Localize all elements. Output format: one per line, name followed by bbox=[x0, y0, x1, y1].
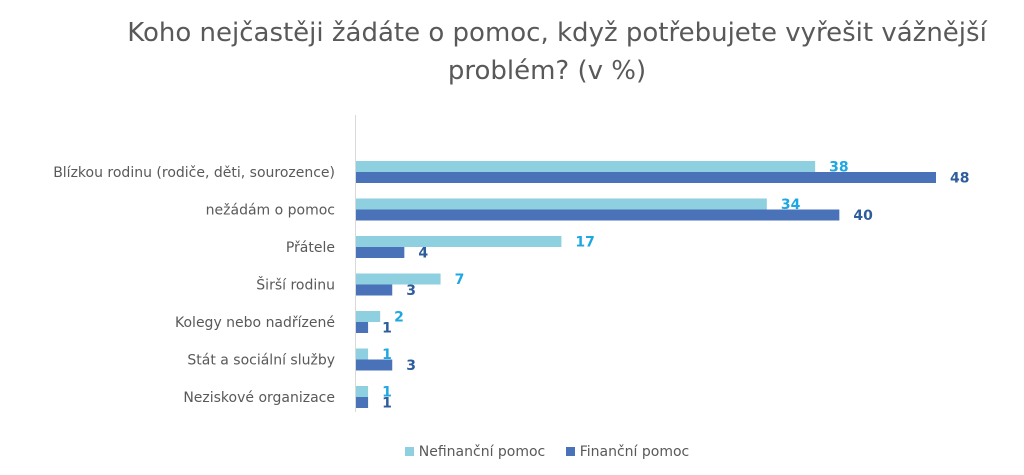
bar-financni bbox=[356, 284, 393, 296]
data-label-financni: 40 bbox=[853, 208, 873, 224]
bar-financni bbox=[356, 359, 393, 371]
bar-nefinancni bbox=[356, 236, 562, 247]
category-label: Širší rodinu bbox=[256, 276, 335, 294]
data-label-nefinancni: 1 bbox=[382, 385, 392, 401]
data-label-nefinancni: 2 bbox=[394, 310, 404, 326]
bar-nefinancni bbox=[356, 386, 369, 397]
bars bbox=[356, 161, 936, 408]
data-label-financni: 3 bbox=[406, 283, 416, 299]
legend-item-nefinancni: Nefinanční pomoc bbox=[404, 444, 546, 460]
data-label-nefinancni: 1 bbox=[382, 347, 392, 363]
chart-title: Koho nejčastěji žádáte o pomoc, když pot… bbox=[0, 14, 1024, 90]
category-label: Kolegy nebo nadřízené bbox=[175, 315, 335, 331]
data-label-nefinancni: 34 bbox=[781, 197, 801, 213]
data-label-financni: 3 bbox=[406, 358, 416, 374]
bar-financni bbox=[356, 397, 369, 408]
legend-swatch-financni bbox=[565, 447, 575, 456]
bar-nefinancni bbox=[356, 198, 767, 210]
bar-financni bbox=[356, 209, 840, 221]
chart-title-line-1: Koho nejčastěji žádáte o pomoc, když pot… bbox=[127, 18, 987, 48]
data-label-financni: 4 bbox=[418, 246, 428, 262]
bar-financni bbox=[356, 322, 369, 333]
legend-label-nefinancni: Nefinanční pomoc bbox=[418, 444, 546, 460]
bar-nefinancni bbox=[356, 161, 816, 172]
category-labels: Blízkou rodinu (rodiče, děti, sourozence… bbox=[53, 165, 335, 406]
bar-financni bbox=[356, 247, 405, 258]
bar-nefinancni bbox=[356, 348, 369, 360]
category-label: Přátele bbox=[286, 240, 335, 256]
data-label-nefinancni: 17 bbox=[575, 235, 594, 251]
bar-financni bbox=[356, 172, 936, 183]
category-label: nežádám o pomoc bbox=[206, 203, 335, 219]
data-label-nefinancni: 38 bbox=[829, 160, 848, 176]
chart-title-line-2: problém? (v %) bbox=[447, 56, 647, 86]
legend-item-financni: Finanční pomoc bbox=[565, 444, 690, 460]
bar-nefinancni bbox=[356, 311, 381, 322]
data-label-financni: 1 bbox=[382, 396, 392, 412]
category-label: Blízkou rodinu (rodiče, děti, sourozence… bbox=[53, 165, 335, 181]
category-label: Stát a sociální služby bbox=[187, 353, 335, 369]
data-label-nefinancni: 7 bbox=[455, 272, 465, 288]
bar-nefinancni bbox=[356, 273, 441, 285]
data-label-financni: 48 bbox=[950, 171, 969, 187]
legend-swatch-nefinancni bbox=[404, 447, 414, 456]
category-label: Neziskové organizace bbox=[183, 390, 335, 406]
bar-chart: Blízkou rodinu (rodiče, děti, sourozence… bbox=[53, 115, 969, 412]
legend-label-financni: Finanční pomoc bbox=[579, 444, 690, 460]
data-label-financni: 1 bbox=[382, 321, 392, 337]
legend: Nefinanční pomoc Finanční pomoc bbox=[0, 444, 1024, 460]
